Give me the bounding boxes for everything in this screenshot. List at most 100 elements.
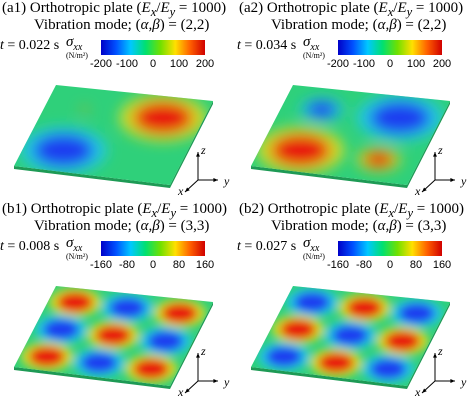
- colorbar-tick: 100: [169, 58, 189, 70]
- stress-plate: [251, 286, 450, 389]
- axis-triad: z y x: [414, 344, 467, 399]
- axis-triad: z y x: [177, 143, 230, 198]
- stress-trough: [306, 101, 337, 118]
- alpha-beta: α,β: [140, 218, 160, 234]
- colorbar: [101, 40, 205, 55]
- ratio-ey: E: [160, 0, 170, 16]
- alpha-beta: α,β: [140, 17, 160, 33]
- stress-trough: [370, 101, 431, 134]
- stress-plate: [251, 85, 450, 188]
- time-value: = 0.034 s: [240, 38, 297, 53]
- colorbar-tick: 200: [195, 58, 215, 70]
- axis-z-arrow: [433, 152, 437, 157]
- stress-peak: [346, 297, 383, 318]
- stress-peak: [318, 352, 355, 373]
- mode-text: Vibration mode; (: [271, 218, 378, 234]
- colorbar-tick: -160: [326, 259, 350, 271]
- ratio-sep: /: [157, 201, 162, 217]
- time-value: = 0.008 s: [3, 239, 60, 254]
- colorbar-tick: 0: [386, 58, 394, 70]
- time-label: t = 0.027 s: [237, 239, 296, 255]
- mode-text: Vibration mode; (: [271, 17, 378, 33]
- axis-y-label: y: [223, 174, 230, 188]
- colorbar: [338, 241, 442, 256]
- stress-trough: [109, 297, 146, 318]
- stress-peak: [133, 358, 170, 379]
- alpha-beta: α,β: [377, 17, 397, 33]
- mode-value: ) = (2,2): [396, 17, 447, 33]
- ratio-sep: /: [156, 0, 161, 16]
- colorbar-tick: -160: [89, 259, 113, 271]
- stress-label: σxx: [303, 34, 319, 53]
- vibration-mode: Vibration mode; (α,β) = (2,2): [34, 17, 209, 34]
- sigma-sub: xx: [310, 42, 320, 53]
- colorbar: [101, 241, 205, 256]
- colorbar-tick: -80: [119, 259, 135, 271]
- axis-x-arrow: [422, 187, 427, 192]
- time-label: t = 0.008 s: [0, 239, 59, 255]
- axis-triad: z y x: [177, 344, 230, 399]
- vibration-mode: Vibration mode; (α,β) = (2,2): [271, 17, 446, 34]
- panel-title: (a2) Orthotropic plate (Ex/Ey = 1000): [239, 0, 463, 21]
- axis-y-label: y: [460, 174, 467, 188]
- axis-z-label: z: [200, 143, 206, 157]
- sigma-symbol: σ: [303, 235, 311, 251]
- time-value: = 0.027 s: [240, 239, 297, 254]
- time-symbol: t: [237, 38, 241, 53]
- title-prefix: (a2) Orthotropic plate (: [239, 0, 379, 16]
- stress-trough: [398, 303, 435, 324]
- time-symbol: t: [237, 239, 241, 254]
- sigma-sub: xx: [73, 243, 83, 254]
- axis-y-arrow: [450, 379, 455, 383]
- ratio-ey: E: [398, 201, 408, 217]
- ratio-ex: E: [141, 0, 151, 16]
- colorbar-ticks: -160 -80 0 80 160: [317, 259, 463, 273]
- stress-peak: [270, 134, 331, 167]
- colorbar-tick: -80: [356, 259, 372, 271]
- ratio-ex-sub: x: [388, 206, 395, 220]
- mode-text: Vibration mode; (: [34, 218, 141, 234]
- alpha-beta: α,β: [377, 218, 397, 234]
- colorbar-tick: -100: [352, 58, 376, 70]
- axis-x-arrow: [185, 388, 190, 393]
- axis-z-label: z: [437, 143, 443, 157]
- title-prefix: (b1) Orthotropic plate (: [2, 201, 143, 217]
- stress-peak: [161, 303, 198, 324]
- axis-z-label: z: [200, 344, 206, 358]
- axis-z-arrow: [196, 353, 200, 358]
- vibration-mode: Vibration mode; (α,β) = (3,3): [34, 218, 209, 235]
- title-suffix: = 1000): [412, 0, 464, 16]
- stress-unit: (N/m²): [66, 252, 88, 261]
- stress-unit: (N/m²): [66, 51, 88, 60]
- ratio-ey-sub: y: [169, 5, 176, 19]
- colorbar-tick: 80: [172, 259, 186, 271]
- axis-z-label: z: [437, 344, 443, 358]
- mode-text: Vibration mode; (: [34, 17, 141, 33]
- mode-value: ) = (3,3): [159, 218, 210, 234]
- axis-y-arrow: [450, 178, 455, 182]
- sigma-symbol: σ: [303, 34, 311, 50]
- mode-value: ) = (3,3): [396, 218, 447, 234]
- ratio-ex: E: [378, 0, 388, 16]
- stress-peak: [280, 319, 317, 340]
- stress-plate: [14, 286, 213, 389]
- ratio-ex-sub: x: [150, 5, 157, 19]
- stress-label: σxx: [66, 34, 82, 53]
- axis-z-arrow: [433, 353, 437, 358]
- axis-y-label: y: [223, 375, 230, 389]
- axis-y-arrow: [213, 178, 218, 182]
- axis-triad: z y x: [414, 143, 467, 198]
- time-label: t = 0.034 s: [237, 38, 296, 54]
- time-value: = 0.022 s: [3, 38, 60, 53]
- stress-unit: (N/m²): [303, 51, 325, 60]
- colorbar-ticks: -200 -100 0 100 200: [80, 58, 226, 72]
- ratio-ey: E: [397, 0, 407, 16]
- title-prefix: (b2) Orthotropic plate (: [239, 201, 380, 217]
- ratio-ey-sub: y: [170, 206, 177, 220]
- stress-peak: [57, 292, 94, 313]
- stress-trough: [33, 134, 94, 167]
- ratio-ey: E: [161, 201, 171, 217]
- stress-peak: [81, 107, 88, 112]
- colorbar-tick: 0: [149, 259, 157, 271]
- ratio-ey-sub: y: [406, 5, 413, 19]
